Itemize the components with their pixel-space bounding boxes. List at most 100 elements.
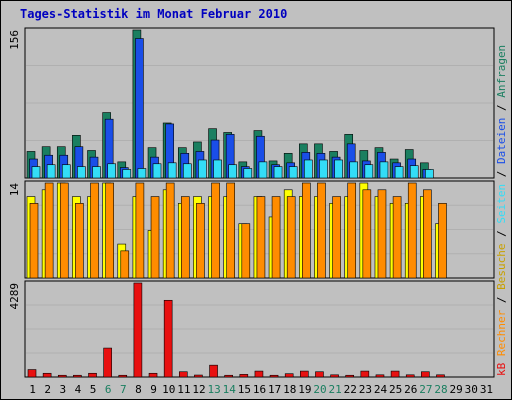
bar-seiten-day-18 [288, 166, 298, 179]
x-tick-label-2: 2 [44, 383, 51, 396]
bar-seiten-day-3 [61, 164, 71, 179]
x-tick-label-16: 16 [253, 383, 266, 396]
bar-rechner-day-19 [302, 182, 311, 279]
legend-item-0: kB [495, 362, 508, 376]
bar-kb-day-12 [194, 374, 203, 378]
bar-rechner-day-20 [317, 182, 326, 279]
bar-seiten-day-15 [243, 168, 253, 179]
bar-seiten-day-1 [31, 166, 41, 179]
bar-seiten-day-26 [409, 165, 419, 179]
bar-rechner-day-7 [120, 250, 130, 279]
y-max-label-middle: 14 [8, 183, 21, 197]
bar-seiten-day-17 [273, 166, 283, 179]
bar-kb-day-23 [360, 370, 370, 378]
bar-kb-day-15 [239, 374, 249, 378]
bar-kb-day-21 [330, 374, 339, 378]
bar-kb-day-9 [148, 372, 158, 378]
bar-rechner-day-27 [423, 189, 432, 279]
bar-kb-day-8 [133, 282, 143, 378]
bar-rechner-day-2 [44, 182, 54, 279]
x-tick-label-7: 7 [120, 383, 127, 396]
bar-kb-day-14 [224, 374, 233, 378]
x-tick-labels: 1 2 3 4 5 6 7 8 9 10 11 12 13 14 15 16 17 18 19 20 21 22 23 24 2… [29, 383, 493, 396]
x-tick-label-8: 8 [135, 383, 142, 396]
bar-rechner-day-1 [29, 203, 39, 279]
x-tick-label-25: 25 [389, 383, 402, 396]
bar-seiten-day-12 [198, 159, 207, 179]
x-tick-label-4: 4 [75, 383, 82, 396]
legend-item-3: / [495, 290, 508, 310]
bar-kb-day-6 [103, 347, 112, 378]
bar-rechner-day-6 [105, 182, 114, 279]
bar-rechner-day-21 [332, 196, 341, 279]
bar-seiten-day-5 [92, 166, 101, 179]
bar-rechner-day-10 [165, 182, 175, 279]
bar-rechner-day-12 [196, 203, 205, 279]
y-max-labels: 156 14 4289 [8, 30, 21, 310]
x-tick-label-24: 24 [374, 383, 388, 396]
bar-seiten-day-9 [152, 163, 162, 179]
legend-item-5: / [495, 224, 508, 244]
bar-rechner-day-3 [59, 182, 69, 279]
bar-seiten-day-20 [319, 159, 328, 179]
bar-kb-day-17 [269, 374, 279, 378]
legend-item-6: Seiten [495, 184, 508, 224]
bar-rechner-day-17 [271, 196, 281, 279]
x-tick-label-10: 10 [162, 383, 175, 396]
bar-seiten-day-8 [137, 168, 147, 179]
x-tick-label-29: 29 [450, 383, 463, 396]
x-tick-label-20: 20 [313, 383, 326, 396]
bar-rechner-day-9 [150, 196, 160, 279]
bar-kb-day-22 [345, 374, 355, 378]
x-tick-label-28: 28 [434, 383, 447, 396]
bar-rechner-day-25 [392, 196, 402, 279]
bar-kb-day-13 [209, 364, 218, 378]
bar-kb-day-24 [375, 374, 385, 378]
x-tick-label-6: 6 [105, 383, 112, 396]
x-tick-label-23: 23 [359, 383, 372, 396]
bar-seiten-day-22 [349, 161, 359, 179]
bar-rechner-day-14 [226, 182, 235, 279]
bar-rechner-day-15 [241, 223, 251, 279]
legend-item-8: Dateien [495, 118, 508, 164]
bar-seiten-day-14 [228, 164, 237, 179]
panels [24, 27, 495, 378]
bar-kb-day-5 [88, 372, 97, 378]
legend-item-9: / [495, 98, 508, 118]
bar-rechner-day-28 [438, 203, 447, 279]
right-legend-text: kB Rechner / Besuche / Seiten / Dateien … [495, 45, 508, 376]
legend-item-2: Rechner [495, 309, 508, 356]
x-tick-label-30: 30 [465, 383, 478, 396]
bar-seiten-day-7 [122, 169, 132, 179]
chart-title: Tages-Statistik im Monat Februar 2010 [20, 7, 287, 21]
bar-seiten-day-4 [77, 166, 86, 179]
x-tick-label-31: 31 [480, 383, 493, 396]
x-tick-label-17: 17 [268, 383, 281, 396]
bar-rechner-day-18 [286, 196, 296, 279]
legend-item-4: Besuche [495, 244, 508, 290]
bar-kb-day-20 [315, 371, 324, 378]
x-tick-label-18: 18 [283, 383, 296, 396]
x-tick-label-14: 14 [223, 383, 237, 396]
x-tick-label-9: 9 [150, 383, 157, 396]
bar-kb-day-16 [254, 370, 264, 378]
bar-seiten-day-27 [425, 169, 434, 179]
bar-rechner-day-13 [211, 182, 220, 279]
bar-seiten-day-13 [213, 159, 222, 179]
bar-seiten-day-23 [364, 164, 374, 179]
bar-seiten-day-2 [46, 164, 56, 179]
legend-item-10: Anfragen [495, 45, 508, 98]
bar-kb-day-18 [284, 373, 294, 378]
x-tick-label-13: 13 [207, 383, 220, 396]
bar-rechner-day-26 [407, 182, 417, 279]
legend-item-7: / [495, 164, 508, 184]
bar-rechner-day-23 [362, 189, 372, 279]
bar-rechner-day-22 [347, 182, 357, 279]
x-tick-label-12: 12 [192, 383, 205, 396]
x-tick-label-11: 11 [177, 383, 190, 396]
bar-seiten-day-16 [258, 161, 268, 179]
bar-kb-day-7 [118, 374, 128, 378]
bar-kb-day-1 [27, 369, 37, 378]
